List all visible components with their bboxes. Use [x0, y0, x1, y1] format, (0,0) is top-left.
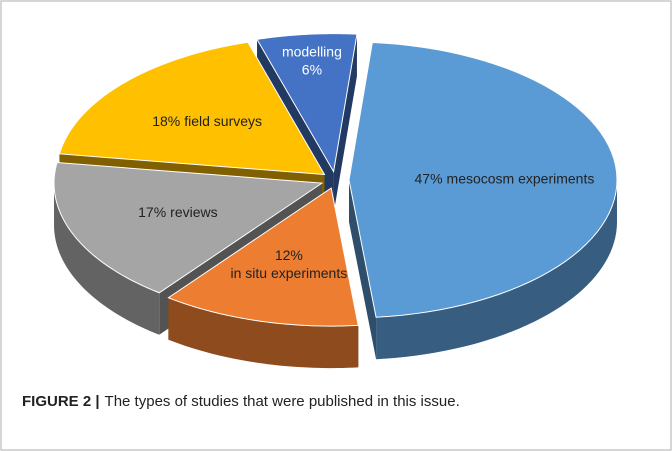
caption-text: The types of studies that were published… [105, 393, 460, 410]
slice-value: 17% [138, 204, 166, 220]
slice-label: mesocosm experiments [447, 170, 595, 186]
slice-value: 18% [152, 113, 180, 129]
slice-label: modelling [282, 44, 342, 60]
slice-value: 12% [275, 247, 303, 263]
slice-top [348, 41, 618, 318]
slice [348, 41, 618, 360]
slice-text: 17% reviews [138, 204, 218, 220]
slice-value: 6% [302, 62, 322, 78]
slice-value: 47% [415, 170, 443, 186]
caption: FIGURE 2 | The types of studies that were… [22, 393, 460, 410]
slice-top [167, 187, 359, 327]
slice-top [256, 33, 358, 174]
slice-side [168, 297, 359, 369]
slice-text: 18% field surveys [152, 113, 262, 129]
slice-wall [333, 34, 357, 214]
caption-label: FIGURE 2 | [22, 393, 100, 410]
slice-label: field surveys [184, 113, 262, 129]
slice-label: in situ experiments [231, 265, 348, 281]
slice-label: reviews [170, 204, 217, 220]
slice-wall [348, 179, 377, 360]
slice-side [376, 179, 617, 360]
slice-top [53, 161, 324, 294]
slice-top [58, 41, 326, 176]
slice-text: 47% mesocosm experiments [415, 170, 595, 186]
slice-side [54, 183, 160, 335]
pie: 47% mesocosm experiments 12% in situ experi… [53, 33, 618, 369]
slice [167, 187, 359, 369]
